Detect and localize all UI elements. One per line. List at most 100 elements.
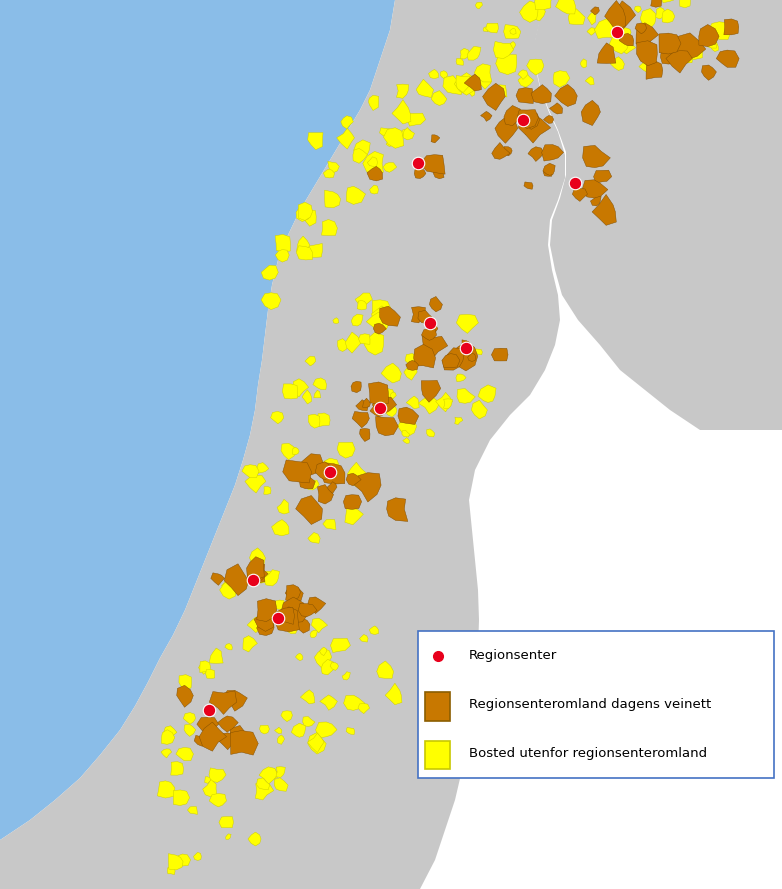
Polygon shape [167, 866, 175, 875]
Polygon shape [517, 109, 539, 129]
Polygon shape [377, 661, 393, 678]
Polygon shape [639, 54, 645, 62]
Polygon shape [328, 161, 339, 172]
Text: Regionsenter: Regionsenter [469, 649, 558, 662]
Polygon shape [199, 661, 207, 674]
Polygon shape [292, 724, 306, 737]
Polygon shape [406, 360, 418, 371]
Polygon shape [462, 340, 470, 349]
Polygon shape [526, 59, 544, 75]
Polygon shape [368, 156, 378, 166]
Polygon shape [321, 462, 345, 485]
Polygon shape [254, 613, 274, 631]
Polygon shape [296, 619, 310, 633]
Polygon shape [491, 348, 508, 361]
Polygon shape [610, 57, 624, 70]
Polygon shape [292, 379, 309, 396]
Polygon shape [161, 730, 174, 744]
Polygon shape [587, 28, 595, 36]
Polygon shape [474, 64, 492, 82]
Polygon shape [363, 151, 383, 176]
Polygon shape [360, 428, 370, 442]
Polygon shape [680, 0, 691, 8]
Text: Bosted utenfor regionsenteromland: Bosted utenfor regionsenteromland [469, 747, 708, 760]
Polygon shape [496, 54, 517, 75]
Polygon shape [248, 832, 261, 846]
Polygon shape [272, 607, 295, 624]
Polygon shape [298, 604, 317, 616]
Polygon shape [594, 19, 619, 38]
Polygon shape [390, 392, 396, 398]
Polygon shape [414, 159, 425, 168]
Polygon shape [572, 188, 587, 202]
Polygon shape [429, 324, 438, 334]
Polygon shape [320, 695, 337, 710]
Polygon shape [468, 353, 475, 362]
Polygon shape [535, 0, 553, 10]
Polygon shape [666, 51, 692, 73]
Polygon shape [655, 7, 665, 19]
Polygon shape [414, 344, 436, 368]
Polygon shape [370, 185, 378, 194]
Polygon shape [330, 662, 339, 670]
Polygon shape [315, 461, 334, 480]
Polygon shape [274, 600, 285, 610]
Polygon shape [429, 69, 439, 78]
Polygon shape [274, 607, 300, 632]
Polygon shape [364, 332, 384, 355]
Polygon shape [518, 70, 528, 79]
Polygon shape [157, 781, 175, 798]
Polygon shape [219, 817, 234, 828]
Polygon shape [407, 113, 425, 126]
Polygon shape [283, 460, 311, 483]
Polygon shape [585, 76, 594, 85]
Polygon shape [443, 348, 465, 370]
Polygon shape [333, 317, 339, 324]
Polygon shape [661, 50, 675, 64]
Polygon shape [724, 19, 739, 35]
Polygon shape [716, 50, 739, 68]
Polygon shape [510, 42, 515, 49]
Polygon shape [416, 79, 433, 98]
Polygon shape [351, 381, 361, 393]
Polygon shape [321, 220, 337, 236]
Polygon shape [245, 475, 266, 493]
Polygon shape [699, 25, 719, 47]
Polygon shape [248, 567, 268, 583]
Polygon shape [217, 716, 239, 733]
Polygon shape [281, 444, 297, 460]
Polygon shape [261, 292, 281, 309]
Polygon shape [404, 364, 417, 380]
Polygon shape [465, 74, 482, 91]
Polygon shape [296, 653, 303, 661]
Polygon shape [411, 307, 425, 323]
Polygon shape [247, 561, 265, 583]
Polygon shape [431, 91, 447, 106]
Polygon shape [184, 725, 196, 736]
Polygon shape [194, 735, 209, 746]
Polygon shape [353, 472, 366, 488]
Polygon shape [317, 413, 330, 427]
Polygon shape [200, 661, 210, 673]
Polygon shape [342, 672, 350, 680]
Polygon shape [615, 31, 633, 47]
Polygon shape [594, 170, 612, 183]
Polygon shape [343, 494, 361, 509]
Polygon shape [502, 147, 512, 156]
Polygon shape [421, 336, 448, 359]
Polygon shape [325, 190, 340, 208]
Polygon shape [275, 610, 285, 619]
Polygon shape [351, 314, 363, 326]
Polygon shape [543, 116, 554, 124]
Polygon shape [337, 442, 355, 458]
Polygon shape [379, 306, 400, 326]
Text: Regionsenteromland dagens veinett: Regionsenteromland dagens veinett [469, 698, 712, 711]
Polygon shape [614, 24, 621, 30]
Polygon shape [209, 768, 226, 782]
Polygon shape [450, 341, 478, 371]
Polygon shape [211, 573, 224, 585]
Polygon shape [183, 713, 196, 725]
Polygon shape [285, 585, 300, 601]
Polygon shape [635, 23, 647, 34]
Polygon shape [483, 27, 488, 32]
